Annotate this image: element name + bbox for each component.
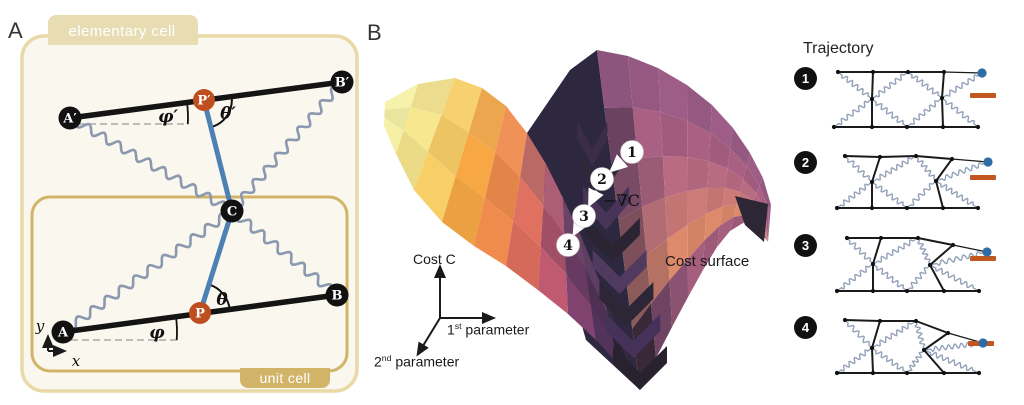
- springs-group: [62, 81, 343, 334]
- svg-text:2: 2: [597, 172, 607, 188]
- node-a-prime-label: A′: [62, 112, 77, 127]
- x-axis-label: x: [72, 352, 81, 370]
- node-b-label: B: [332, 289, 343, 304]
- theta-prime-label: θ′: [220, 104, 236, 124]
- node-a-prime: [58, 106, 82, 130]
- node-b-prime-label: B′: [335, 76, 350, 91]
- unit-cell-label: unit cell: [259, 370, 310, 386]
- snapshot-2-badge: 2: [794, 151, 817, 174]
- elementary-cell-tab: [48, 15, 198, 45]
- svg-text:4: 4: [563, 238, 573, 254]
- node-p-label: P: [195, 307, 205, 322]
- panel-a-letter: A: [8, 18, 23, 43]
- negative-gradient-label: −∇C: [603, 191, 640, 210]
- node-c: [220, 199, 244, 223]
- mechanical-cell-diagram: elementary cell y x unit cell: [20, 15, 359, 393]
- param2-axis-label: 2nd parameter: [374, 353, 460, 370]
- y-axis-label: y: [35, 317, 45, 335]
- snapshot-1-badge: 1: [794, 67, 817, 90]
- lattice-snapshot-3: [834, 235, 996, 294]
- theta-label: θ: [216, 290, 228, 310]
- parameter-axes-triad: [416, 264, 496, 357]
- cost-surface-plot: 1 2 34: [384, 50, 771, 390]
- lattice-snapshot-4: [834, 317, 994, 376]
- phi-tick: [175, 315, 178, 341]
- elementary-cell-label: elementary cell: [69, 23, 176, 40]
- cost-surface-label: Cost surface: [665, 253, 750, 270]
- surface-mesh: [384, 50, 771, 390]
- phi-prime-tick: [186, 102, 189, 125]
- theta-prime-arc: [210, 96, 233, 129]
- node-b-prime: [330, 70, 354, 94]
- svg-text:1: 1: [627, 145, 637, 161]
- node-c-label: C: [227, 205, 237, 220]
- lattice-snapshot-1: [831, 68, 996, 130]
- node-p-prime-label: P′: [197, 94, 211, 109]
- param1-axis-label: 1st parameter: [447, 321, 530, 338]
- node-p-prime: [193, 89, 215, 111]
- node-b: [325, 283, 349, 307]
- phi-prime-label: φ′: [158, 107, 178, 127]
- node-a: [51, 320, 75, 344]
- unit-cell-box: [30, 195, 349, 373]
- snapshot-4-badge: 4: [794, 316, 817, 339]
- phi-label: φ: [149, 323, 165, 343]
- trajectory-title: Trajectory: [803, 40, 874, 57]
- node-a-label: A: [57, 326, 69, 341]
- gradient-descent-trajectory: 1 2 34: [556, 140, 644, 257]
- unit-cell-tab: [240, 368, 330, 388]
- xy-axes: y x: [35, 317, 81, 370]
- svg-text:3: 3: [579, 209, 589, 225]
- node-p: [189, 302, 211, 324]
- panel-b-letter: B: [367, 20, 382, 45]
- theta-arc: [208, 283, 231, 310]
- lattice-snapshot-2: [834, 153, 996, 211]
- nodes-group: A′ B′ C A B P′ P: [51, 70, 354, 344]
- cost-axis-label: Cost C: [413, 251, 456, 267]
- snapshot-3-badge: 3: [794, 234, 817, 257]
